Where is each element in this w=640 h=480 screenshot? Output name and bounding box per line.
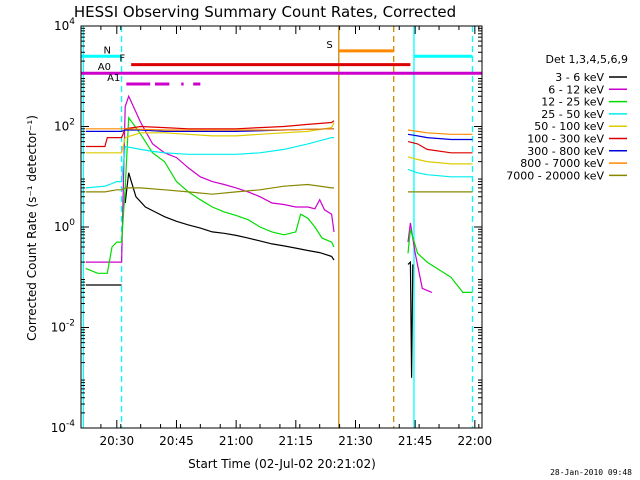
- chart-title: HESSI Observing Summary Count Rates, Cor…: [74, 3, 456, 21]
- legend-label: 7000 - 20000 keV: [506, 169, 604, 182]
- x-axis-label: Start Time (02-Jul-02 20:21:02): [188, 457, 376, 471]
- legend-title: Det 1,3,4,5,6,9: [545, 53, 628, 66]
- y-tick-label: 10-4: [51, 419, 76, 435]
- flag-label: F: [119, 54, 125, 65]
- series-line: [407, 141, 473, 154]
- series-line: [85, 128, 334, 131]
- y-axis-label: Corrected Count Rate (s⁻¹ detector⁻¹): [25, 115, 39, 341]
- x-tick-label: 20:45: [159, 434, 194, 448]
- series-line: [407, 260, 414, 378]
- x-tick-label: 22:00: [458, 434, 493, 448]
- legend-label: 3 - 6 keV: [555, 71, 604, 84]
- series-line: [85, 137, 334, 189]
- y-tick-label: 102: [54, 118, 75, 134]
- series-line: [85, 94, 335, 263]
- series-line: [407, 229, 473, 293]
- legend-label: 50 - 100 keV: [534, 120, 604, 133]
- marker-lines: [82, 26, 474, 428]
- flag-label: A0: [98, 62, 111, 73]
- y-tick-label: 100: [54, 218, 75, 234]
- flag-label: N: [104, 45, 111, 56]
- series-group: [85, 94, 473, 378]
- series-line: [407, 168, 473, 178]
- x-tick-label: 20:30: [100, 434, 135, 448]
- series-line: [407, 129, 473, 135]
- y-tick-label: 10-2: [51, 319, 75, 335]
- series-line: [85, 120, 335, 148]
- flag-label: A1: [107, 73, 120, 84]
- y-tick-label: 104: [54, 17, 75, 33]
- legend-label: 300 - 800 keV: [527, 145, 604, 158]
- series-line: [85, 183, 334, 195]
- x-tick-label: 21:00: [219, 434, 254, 448]
- axes: 10-4 10-2 100 102 104 20:30 20:45 21:00 21:15 21:…: [51, 17, 492, 448]
- timestamp: 28-Jan-2010 09:48: [550, 468, 632, 477]
- legend-label: 25 - 50 keV: [541, 108, 604, 121]
- x-tick-label: 21:45: [398, 434, 433, 448]
- legend-label: 100 - 300 keV: [527, 133, 604, 146]
- series-line: [85, 122, 335, 154]
- series-line: [124, 172, 335, 261]
- flag-label: S: [326, 40, 332, 51]
- legend-label: 800 - 7000 keV: [520, 157, 604, 170]
- x-tick-label: 21:30: [338, 434, 373, 448]
- series-line: [407, 133, 473, 141]
- series-line: [85, 115, 335, 274]
- series-line: [407, 156, 473, 165]
- legend-label: 12 - 25 keV: [541, 96, 604, 109]
- legend-label: 6 - 12 keV: [548, 83, 604, 96]
- series-line: [407, 222, 433, 293]
- x-tick-label: 21:15: [279, 434, 314, 448]
- plot-frame: [80, 25, 483, 429]
